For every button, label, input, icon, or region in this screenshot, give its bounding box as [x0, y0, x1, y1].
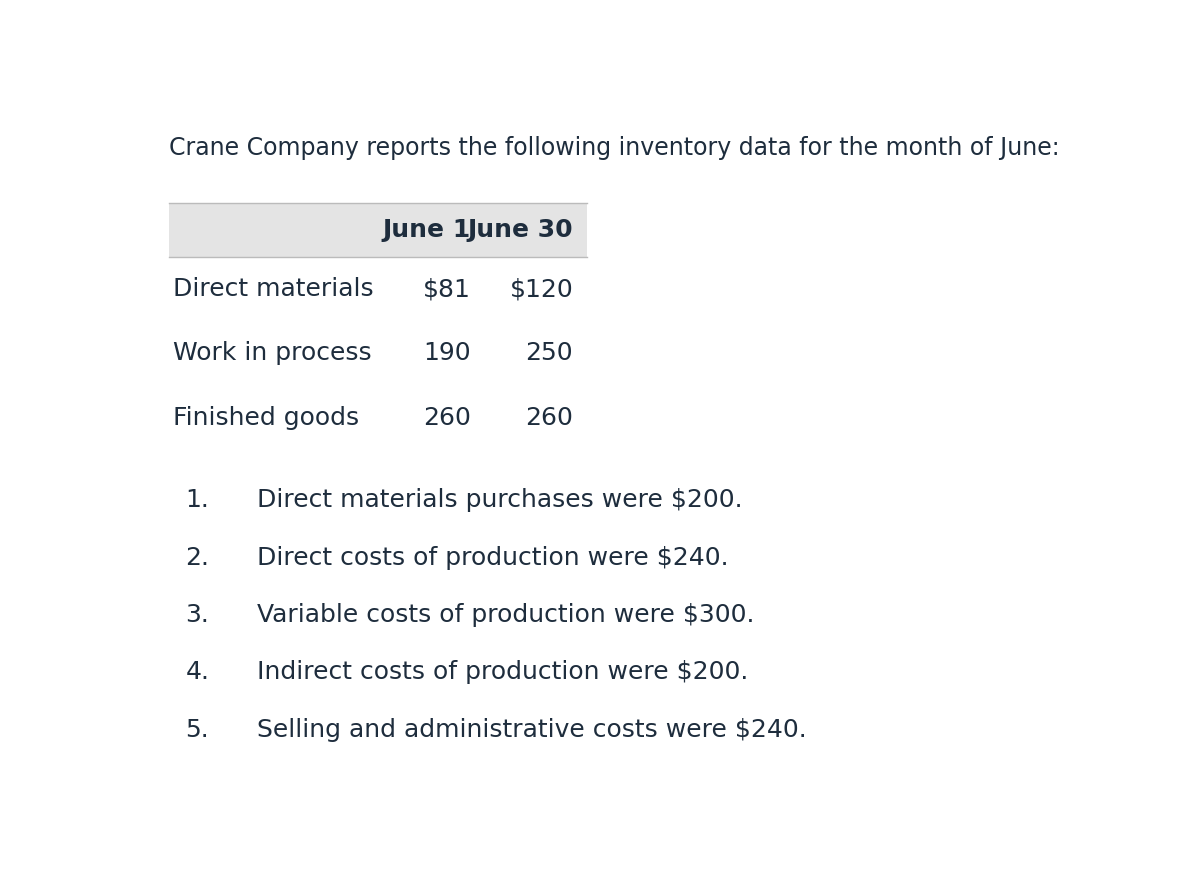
Text: 190: 190 [424, 341, 470, 366]
Text: 2.: 2. [185, 545, 209, 570]
Text: June 1: June 1 [383, 218, 470, 242]
Text: 3.: 3. [185, 603, 209, 627]
Text: Direct materials purchases were $200.: Direct materials purchases were $200. [257, 488, 743, 512]
Text: Direct materials: Direct materials [173, 277, 374, 302]
Text: Work in process: Work in process [173, 341, 372, 366]
Text: $81: $81 [422, 277, 470, 302]
Text: 4.: 4. [185, 660, 209, 684]
Text: 260: 260 [526, 405, 574, 430]
Text: 5.: 5. [185, 718, 209, 742]
Text: Indirect costs of production were $200.: Indirect costs of production were $200. [257, 660, 749, 684]
Text: Direct costs of production were $240.: Direct costs of production were $240. [257, 545, 728, 570]
Text: $120: $120 [510, 277, 574, 302]
Text: Selling and administrative costs were $240.: Selling and administrative costs were $2… [257, 718, 806, 742]
Bar [168, 203, 587, 257]
Text: 1.: 1. [185, 488, 209, 512]
Text: Finished goods: Finished goods [173, 405, 359, 430]
Text: 250: 250 [526, 341, 574, 366]
Text: Variable costs of production were $300.: Variable costs of production were $300. [257, 603, 755, 627]
Text: June 30: June 30 [468, 218, 574, 242]
Text: 260: 260 [422, 405, 470, 430]
Text: Crane Company reports the following inventory data for the month of June:: Crane Company reports the following inve… [168, 136, 1060, 160]
